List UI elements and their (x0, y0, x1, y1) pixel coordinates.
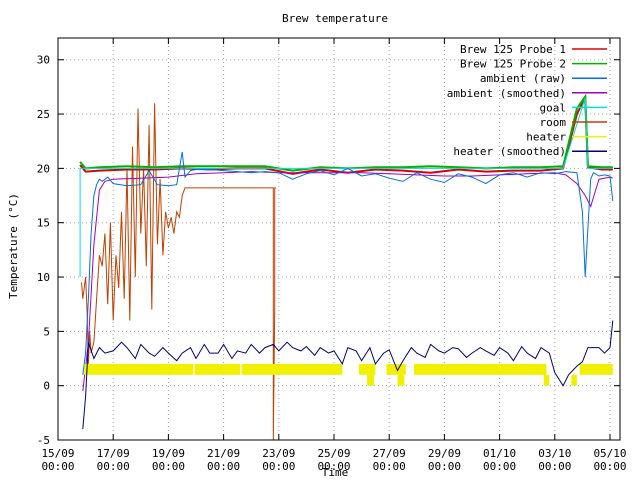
x-tick-label-time: 00:00 (207, 460, 240, 473)
x-tick-label-time: 00:00 (152, 460, 185, 473)
chart-title: Brew temperature (282, 12, 388, 25)
legend-label: goal (540, 101, 567, 114)
y-tick-label: -5 (37, 434, 50, 447)
x-tick-label: 19/09 (152, 447, 185, 460)
legend-label: ambient (raw) (480, 72, 566, 85)
legend-label: Brew 125 Probe 1 (460, 43, 566, 56)
x-tick-label-time: 00:00 (593, 460, 626, 473)
x-tick-label: 17/09 (97, 447, 130, 460)
heater-block (414, 363, 547, 375)
legend-label: heater (smoothed) (453, 145, 566, 158)
x-axis-label: Time (322, 466, 349, 479)
heater-block (84, 363, 194, 375)
x-tick-label-time: 00:00 (41, 460, 74, 473)
x-tick-label: 25/09 (317, 447, 350, 460)
heater-block (386, 363, 406, 375)
series-line-0 (79, 93, 613, 175)
y-tick-label: 25 (37, 108, 50, 121)
x-tick-label-time: 00:00 (538, 460, 571, 473)
y-tick-label: 5 (43, 325, 50, 338)
y-tick-label: 0 (43, 380, 50, 393)
x-tick-label-time: 00:00 (483, 460, 516, 473)
x-tick-label-time: 00:00 (428, 460, 461, 473)
heater-block (358, 363, 376, 375)
heater-block (543, 374, 550, 386)
x-tick-label-time: 00:00 (262, 460, 295, 473)
legend-label: ambient (smoothed) (447, 87, 566, 100)
x-tick-label: 03/10 (538, 447, 571, 460)
heater-block (397, 374, 405, 386)
x-tick-label: 29/09 (428, 447, 461, 460)
x-tick-label: 05/10 (593, 447, 626, 460)
series-line-5 (81, 103, 276, 441)
plot-frame (57, 37, 621, 441)
x-tick-label: 23/09 (262, 447, 295, 460)
y-axis-label: Temperature (°C) (7, 193, 20, 299)
series-line-4 (79, 97, 613, 277)
series-line-1 (79, 93, 613, 172)
x-tick-label-time: 00:00 (317, 460, 350, 473)
axis-ticks: -505101520253015/0900:0017/0900:0019/090… (37, 38, 627, 473)
series-layer (79, 93, 614, 441)
legend-label: Brew 125 Probe 2 (460, 58, 566, 71)
x-tick-label: 15/09 (41, 447, 74, 460)
x-tick-label-time: 00:00 (97, 460, 130, 473)
heater-block (579, 363, 613, 375)
heater-block (194, 363, 241, 375)
x-tick-label: 21/09 (207, 447, 240, 460)
x-tick-label-time: 00:00 (373, 460, 406, 473)
y-tick-label: 15 (37, 217, 50, 230)
x-tick-label: 27/09 (373, 447, 406, 460)
heater-block (367, 374, 375, 386)
y-tick-label: 30 (37, 54, 50, 67)
x-tick-label: 01/10 (483, 447, 516, 460)
heater-block (241, 363, 343, 375)
legend-label: room (540, 116, 567, 129)
legend-label: heater (526, 131, 566, 144)
y-tick-label: 20 (37, 162, 50, 175)
series-line-3 (82, 171, 613, 392)
y-tick-label: 10 (37, 271, 50, 284)
series-line-7 (82, 320, 614, 430)
series-line-2 (82, 152, 614, 375)
heater-block (571, 374, 577, 386)
